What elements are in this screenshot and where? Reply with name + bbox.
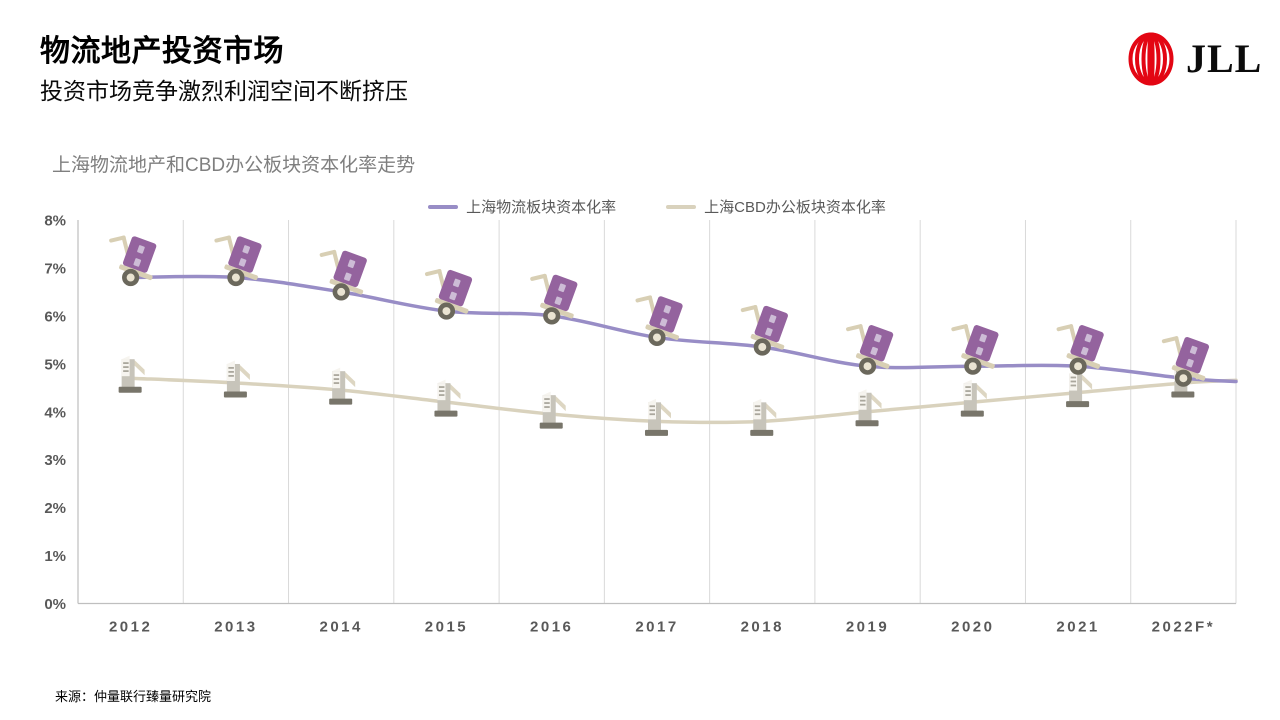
capitalization-rate-line-chart: 0%1%2%3%4%5%6%7%8% 2012 2013 2014 2015 2016 2… — [44, 213, 1238, 636]
legend-item-logistics: 上海物流板块资本化率 — [428, 196, 616, 217]
y-axis-label: 5% — [44, 356, 66, 373]
y-axis-label: 8% — [44, 213, 66, 230]
building-marker — [855, 389, 882, 427]
x-axis-label: 2013 — [214, 619, 257, 636]
y-axis-label: 3% — [44, 452, 66, 469]
legend-label-cbd-office: 上海CBD办公板块资本化率 — [704, 199, 886, 216]
x-axis-label: 2018 — [741, 619, 784, 636]
source-note: 来源：仲量联行臻量研究院 — [55, 689, 212, 704]
legend-swatch-logistics — [428, 204, 459, 209]
legend-item-cbd-office: 上海CBD办公板块资本化率 — [666, 196, 886, 217]
y-axis-label: 1% — [44, 548, 66, 565]
building-marker — [645, 398, 671, 436]
jll-logo: JLL — [1128, 32, 1262, 86]
axes — [77, 220, 1236, 605]
logo-rings — [1128, 32, 1174, 86]
building-marker — [434, 379, 461, 417]
x-axis-label: 2016 — [530, 619, 573, 636]
chart-title: 上海物流地产和CBD办公板块资本化率走势 — [52, 155, 416, 176]
building-marker — [539, 391, 566, 429]
x-axis-label: 2022F* — [1152, 619, 1215, 636]
y-axis-label: 0% — [44, 596, 66, 613]
series-markers — [111, 235, 1216, 436]
building-marker — [1066, 370, 1093, 408]
building-marker — [750, 398, 777, 436]
page-title: 物流地产投资市场 — [40, 35, 284, 68]
y-axis-labels: 0% 1% 2% 3% 4% 5% 6% 7% 8% — [44, 213, 66, 614]
legend-label-logistics: 上海物流板块资本化率 — [466, 199, 617, 216]
legend-swatch-cbd-office — [666, 204, 697, 209]
building-marker — [118, 355, 145, 393]
x-axis-label: 2019 — [846, 619, 889, 636]
building-marker — [329, 367, 356, 405]
x-axis-label: 2020 — [951, 619, 994, 636]
chart-legend: 上海物流板块资本化率 上海CBD办公板块资本化率 — [78, 196, 1236, 217]
y-axis-label: 7% — [44, 260, 66, 277]
x-axis-label: 2012 — [109, 619, 152, 636]
x-axis-label: 2017 — [635, 619, 678, 636]
jll-logo-rings-icon — [1128, 32, 1174, 86]
building-marker — [960, 379, 987, 417]
x-axis-label: 2021 — [1056, 619, 1099, 636]
y-axis-label: 6% — [44, 308, 66, 325]
y-axis-label: 2% — [44, 500, 66, 517]
y-axis-label: 4% — [44, 404, 66, 421]
x-axis-label: 2014 — [319, 619, 362, 636]
building-marker — [223, 360, 250, 398]
page-subtitle: 投资市场竞争激烈利润空间不断挤压 — [40, 78, 408, 104]
jll-logo-text: JLL — [1186, 36, 1263, 81]
x-axis-labels: 2012 2013 2014 2015 2016 2017 2018 2019 2020 2021… — [109, 619, 1215, 636]
x-axis-label: 2015 — [425, 619, 468, 636]
